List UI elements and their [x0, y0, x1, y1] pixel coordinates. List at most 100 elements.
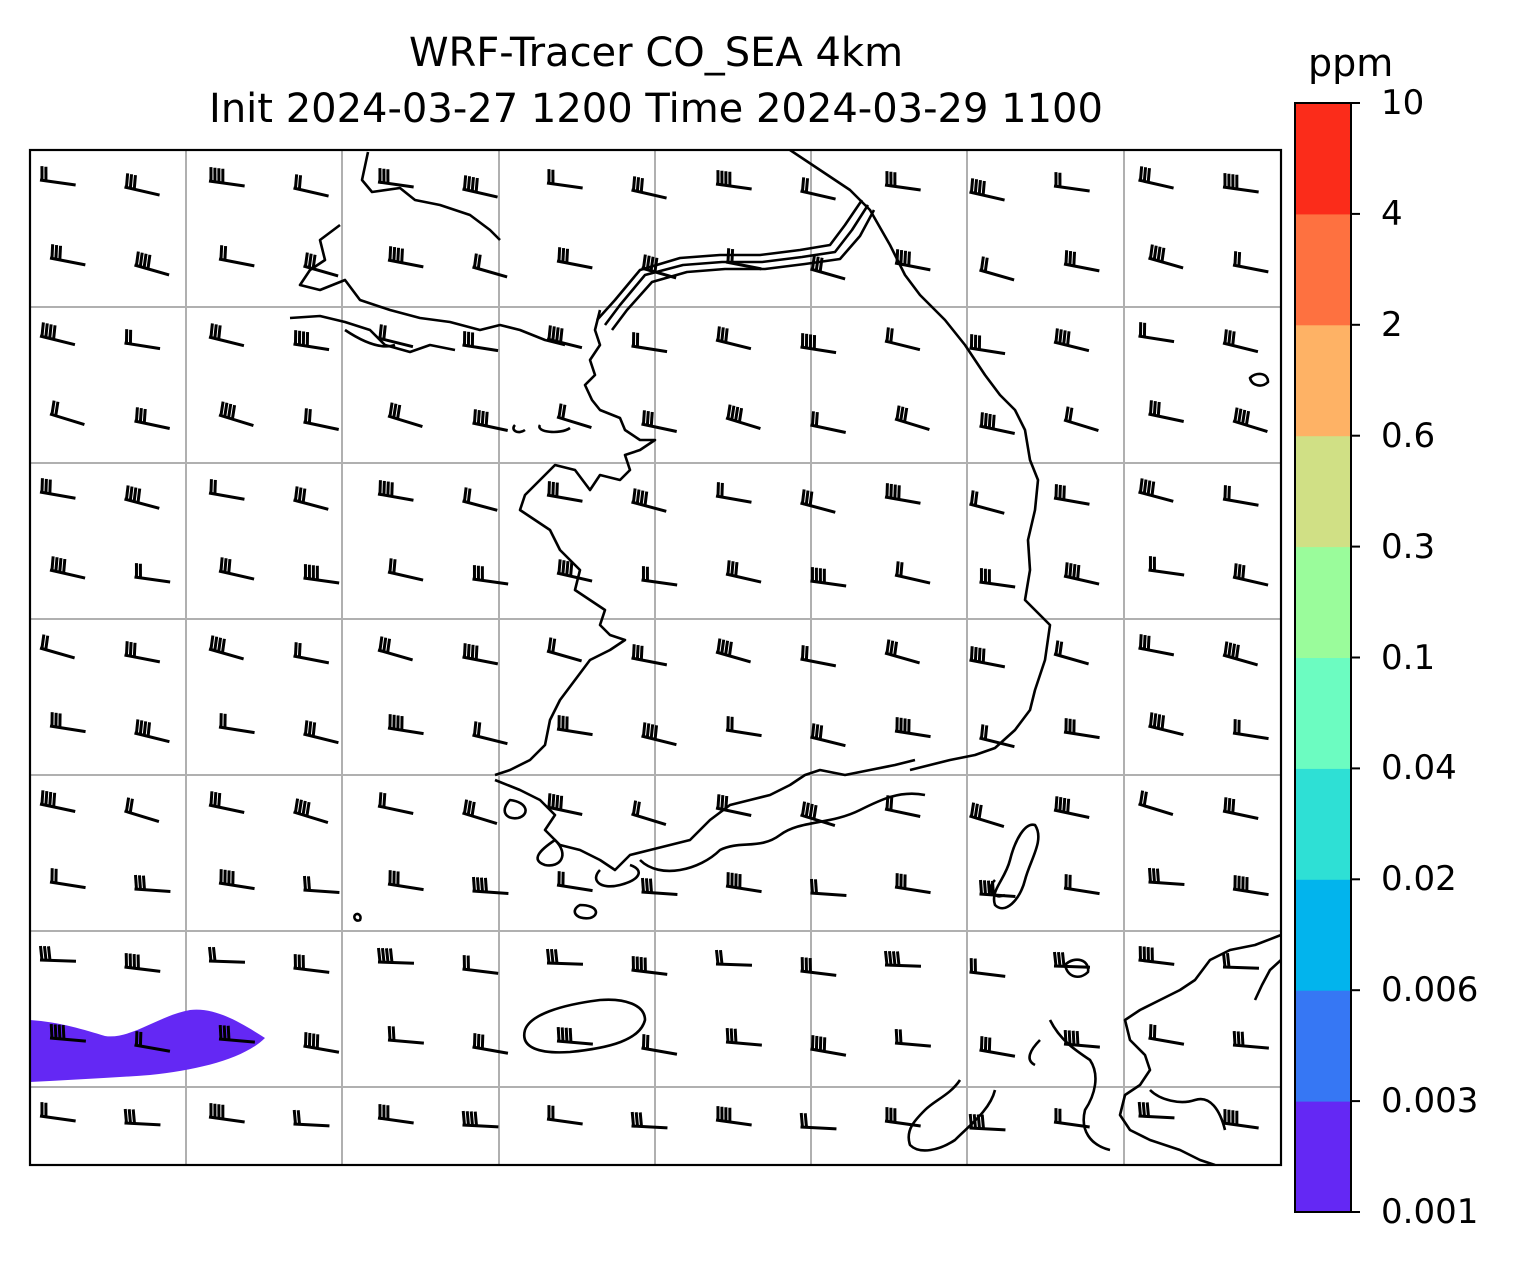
- wind-barb: [1063, 250, 1100, 273]
- wind-barb: [969, 178, 1005, 202]
- wind-barb: [462, 955, 499, 975]
- wind-barb: [303, 1032, 340, 1054]
- wind-barb: [978, 879, 1016, 899]
- wind-barb: [546, 1105, 583, 1126]
- wind-barb: [1222, 485, 1259, 507]
- wind-barb: [472, 1033, 509, 1055]
- wind-barb: [556, 403, 592, 429]
- wind-barb: [1063, 562, 1100, 586]
- wind-barb: [377, 792, 414, 815]
- wind-barb: [546, 169, 583, 190]
- wind-barb: [377, 480, 414, 502]
- wind-barb: [894, 249, 931, 272]
- wind-barb: [124, 641, 161, 664]
- wind-barb: [556, 871, 593, 893]
- wind-barb: [800, 957, 837, 977]
- wind-barb: [462, 643, 499, 666]
- wind-barb: [1148, 1024, 1185, 1046]
- wind-barb: [640, 877, 678, 897]
- colorbar-segment: [1295, 435, 1351, 548]
- wind-barb: [1052, 951, 1091, 969]
- wind-barb: [810, 411, 847, 434]
- wind-barb: [556, 559, 593, 583]
- wind-barb: [969, 646, 1006, 669]
- wind-barb: [641, 410, 678, 433]
- colorbar-segment: [1295, 103, 1351, 215]
- wind-barb: [641, 566, 678, 587]
- wind-barb: [800, 177, 836, 201]
- wind-barb: [387, 1025, 424, 1045]
- wind-barb: [124, 797, 160, 823]
- wind-barb: [461, 1110, 499, 1129]
- wind-barb: [387, 558, 424, 582]
- wind-barb: [39, 322, 76, 347]
- wind-barb: [292, 1109, 330, 1128]
- wind-barb: [884, 483, 921, 505]
- wind-barb: [715, 170, 752, 191]
- wind-barb: [969, 958, 1006, 978]
- colorbar-segment: [1295, 1101, 1351, 1213]
- wind-barb: [631, 800, 667, 826]
- wind-barb: [462, 175, 498, 199]
- colorbar-segment: [1295, 879, 1351, 991]
- wind-barb: [809, 878, 847, 898]
- wind-barb: [725, 872, 762, 894]
- wind-barb: [376, 947, 415, 965]
- wind-barb: [303, 564, 340, 585]
- colorbar-tick-label: 0.003: [1381, 1081, 1479, 1122]
- wind-barb: [1222, 173, 1259, 194]
- wind-barb: [462, 487, 498, 512]
- colorbar-tick-label: 0.006: [1381, 970, 1479, 1011]
- wind-barb: [471, 876, 509, 896]
- wind-barb: [546, 481, 583, 503]
- wind-barb: [800, 801, 836, 827]
- colorbar-tick-label: 0.1: [1381, 637, 1436, 678]
- wind-barb: [1222, 329, 1259, 354]
- wind-barb: [1148, 244, 1184, 270]
- wind-barb: [546, 793, 583, 816]
- wind-barb: [1137, 1101, 1175, 1120]
- wind-barb: [134, 563, 171, 584]
- wind-barb: [979, 256, 1015, 282]
- wind-barb: [556, 715, 593, 737]
- wind-barb: [1138, 478, 1174, 503]
- wind-barb: [979, 724, 1015, 749]
- wind-barb: [884, 639, 921, 665]
- wind-barb: [39, 634, 76, 660]
- wind-barb: [641, 722, 677, 747]
- wind-barb: [546, 637, 583, 663]
- wind-barb: [631, 332, 668, 354]
- wind-barb: [1232, 407, 1268, 433]
- wind-barb: [293, 954, 330, 974]
- wind-barb: [208, 479, 245, 501]
- colorbar-segment: [1295, 213, 1351, 326]
- wind-barb: [472, 409, 509, 432]
- wind-barb: [134, 1031, 171, 1053]
- wind-barb: [1232, 875, 1269, 897]
- wind-barb: [1232, 251, 1269, 274]
- wind-barb: [303, 408, 340, 431]
- wind-barb: [884, 1107, 921, 1128]
- wind-barb: [39, 1102, 76, 1123]
- wind-barb: [725, 1027, 762, 1047]
- wind-barb: [387, 870, 424, 892]
- wind-barb: [715, 1106, 752, 1127]
- wind-barb: [556, 247, 593, 270]
- wind-barb: [810, 255, 846, 281]
- colorbar-tick-label: 0.6: [1381, 415, 1436, 456]
- chart-title-line2: Init 2024-03-27 1200 Time 2024-03-29 110…: [209, 86, 1103, 132]
- wind-barb: [123, 1108, 161, 1127]
- wind-barb: [387, 246, 424, 269]
- wind-barb: [800, 645, 837, 668]
- wind-barb: [715, 482, 752, 504]
- coastlines: [289, 150, 1281, 1165]
- wind-barb: [979, 1036, 1016, 1058]
- wind-barb: [631, 488, 667, 513]
- wind-barb: [1222, 1109, 1259, 1130]
- wind-barb: [472, 565, 509, 586]
- wind-barb: [884, 795, 921, 818]
- colorbar-segment: [1295, 990, 1351, 1102]
- wind-barb: [1053, 640, 1090, 666]
- wind-barb: [725, 716, 762, 738]
